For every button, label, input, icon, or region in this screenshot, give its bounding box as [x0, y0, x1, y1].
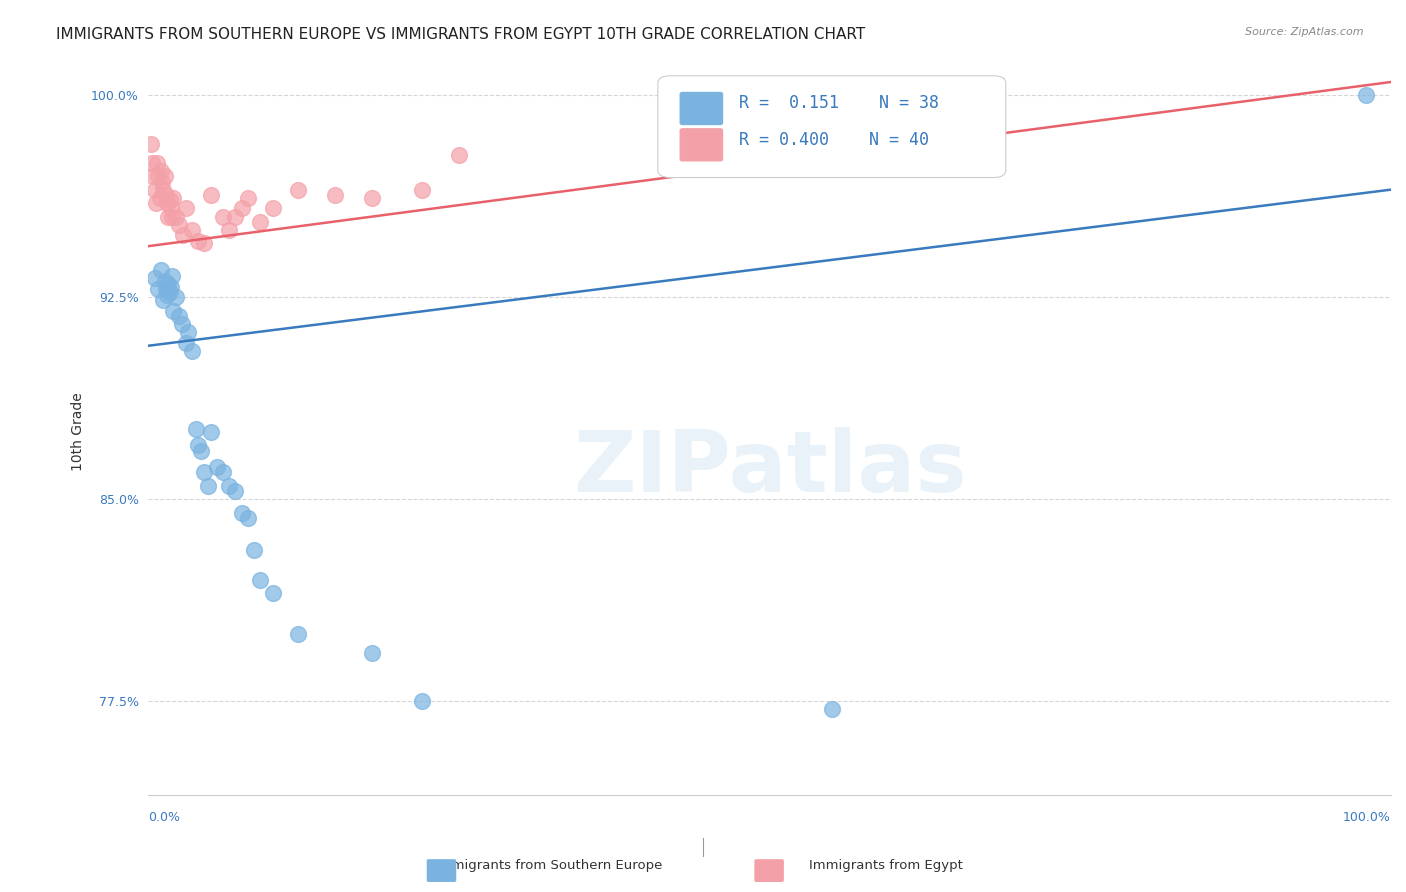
Point: [159, 194, 181, 208]
Point: [170, 317, 193, 331]
Point: [162, 191, 184, 205]
Point: [287, 626, 309, 640]
Point: [146, 155, 169, 169]
Text: Immigrants from Egypt: Immigrants from Egypt: [808, 859, 963, 872]
Point: [159, 202, 181, 216]
Y-axis label: 10th Grade: 10th Grade: [72, 392, 86, 471]
Point: [411, 694, 433, 708]
Point: [236, 511, 259, 525]
Point: [224, 210, 246, 224]
Point: [148, 169, 170, 184]
Point: [162, 303, 184, 318]
Point: [149, 263, 172, 277]
Point: [141, 155, 163, 169]
Text: 100.0%: 100.0%: [1343, 812, 1391, 824]
Text: Immigrants from Southern Europe: Immigrants from Southern Europe: [434, 859, 662, 872]
Point: [157, 210, 180, 224]
Text: Source: ZipAtlas.com: Source: ZipAtlas.com: [1246, 27, 1364, 37]
Point: [249, 215, 271, 229]
Point: [193, 236, 215, 251]
Point: [205, 459, 228, 474]
Point: [200, 425, 222, 439]
Point: [190, 443, 212, 458]
Point: [152, 183, 174, 197]
Point: [187, 234, 209, 248]
Point: [218, 223, 240, 237]
Point: [165, 290, 187, 304]
Point: [287, 183, 309, 197]
Point: [169, 309, 191, 323]
Point: [169, 218, 191, 232]
Point: [172, 228, 194, 243]
Point: [243, 543, 266, 558]
Point: [160, 268, 183, 283]
Point: [149, 163, 172, 178]
Point: [187, 438, 209, 452]
Point: [218, 479, 240, 493]
Point: [156, 196, 179, 211]
Point: [200, 188, 222, 202]
Point: [361, 646, 384, 660]
Point: [174, 336, 197, 351]
Point: [153, 169, 176, 184]
Point: [323, 188, 346, 202]
Point: [180, 223, 202, 237]
Point: [153, 274, 176, 288]
Point: [155, 282, 177, 296]
Point: [361, 191, 384, 205]
Point: [411, 183, 433, 197]
FancyBboxPatch shape: [681, 128, 723, 161]
Point: [177, 326, 200, 340]
Point: [139, 136, 162, 151]
Point: [224, 484, 246, 499]
Point: [159, 285, 181, 299]
Point: [236, 191, 259, 205]
Point: [165, 210, 187, 224]
Point: [148, 191, 170, 205]
Point: [212, 465, 235, 479]
Point: [184, 422, 207, 436]
Point: [262, 586, 284, 600]
Text: R = 0.400    N = 40: R = 0.400 N = 40: [738, 131, 928, 149]
Point: [150, 175, 173, 189]
Point: [142, 169, 165, 184]
Point: [447, 147, 470, 161]
Point: [152, 293, 174, 307]
Point: [249, 573, 271, 587]
Point: [145, 196, 167, 211]
Text: IMMIGRANTS FROM SOUTHERN EUROPE VS IMMIGRANTS FROM EGYPT 10TH GRADE CORRELATION : IMMIGRANTS FROM SOUTHERN EUROPE VS IMMIG…: [56, 27, 866, 42]
Point: [155, 188, 177, 202]
Point: [157, 277, 180, 291]
Point: [231, 506, 253, 520]
Point: [1355, 88, 1378, 103]
Text: ZIPatlas: ZIPatlas: [572, 426, 966, 509]
Point: [231, 202, 253, 216]
Point: [193, 465, 215, 479]
Text: R =  0.151    N = 38: R = 0.151 N = 38: [738, 95, 939, 112]
FancyBboxPatch shape: [681, 93, 723, 125]
Point: [148, 282, 170, 296]
Text: 0.0%: 0.0%: [149, 812, 180, 824]
Point: [197, 479, 219, 493]
Point: [821, 702, 844, 716]
Point: [821, 128, 844, 143]
Point: [143, 183, 166, 197]
Point: [159, 279, 181, 293]
Point: [174, 202, 197, 216]
Point: [180, 344, 202, 359]
Point: [262, 202, 284, 216]
Point: [160, 210, 183, 224]
FancyBboxPatch shape: [658, 76, 1005, 178]
Point: [156, 287, 179, 301]
Point: [143, 271, 166, 285]
Point: [212, 210, 235, 224]
